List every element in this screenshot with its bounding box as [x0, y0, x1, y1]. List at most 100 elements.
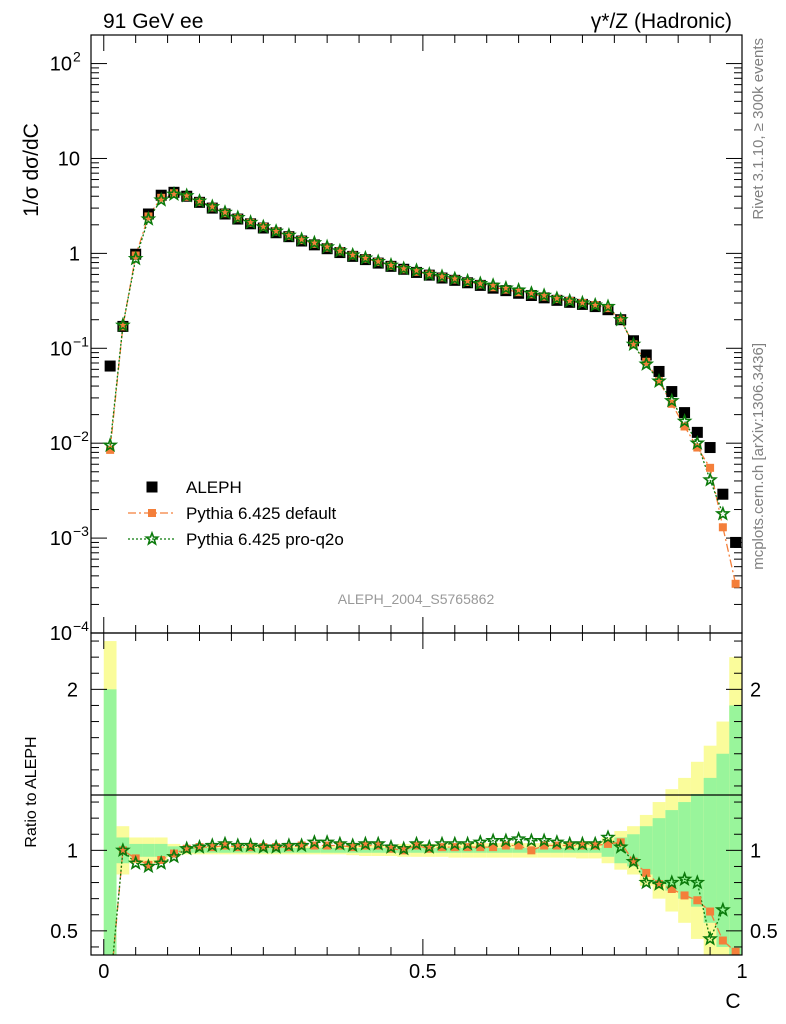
- band-inner: [142, 843, 155, 857]
- ratio-point-1: [169, 849, 178, 858]
- band-inner: [639, 826, 653, 875]
- ratio-point-2: [408, 835, 425, 851]
- band-inner: [218, 847, 232, 853]
- ratio-point-1: [731, 947, 740, 955]
- data-point-2: [229, 209, 246, 225]
- data-point-1: [706, 463, 715, 472]
- legend-marker: [148, 509, 156, 517]
- data-point-2: [115, 316, 131, 332]
- data-point-2: [574, 294, 591, 310]
- band-inner: [410, 847, 423, 853]
- band-inner: [154, 843, 168, 857]
- ratio-point-2: [714, 901, 731, 917]
- data-point-2: [319, 238, 336, 254]
- data-point-2: [497, 279, 514, 295]
- data-point-1: [246, 218, 255, 227]
- data-point-2: [485, 277, 501, 293]
- main-lines: [109, 192, 737, 584]
- ratio-point-1: [399, 846, 408, 855]
- ratio-marks: [115, 829, 740, 955]
- ratio-ytick-labels: 0.5 0.5 1 1 2 2: [50, 679, 778, 943]
- ratio-ytick-label: 0.5: [750, 921, 778, 943]
- xtick-labels: 0 0.5 1: [98, 961, 747, 983]
- data-point-2: [191, 192, 208, 208]
- band-inner: [512, 847, 525, 853]
- data-point-1: [182, 192, 191, 201]
- data-point-1: [169, 189, 178, 198]
- ratio-point-1: [693, 896, 702, 905]
- data-point-1: [157, 193, 166, 202]
- ratio-point-2: [485, 832, 501, 848]
- band-inner: [563, 847, 577, 853]
- data-point-2: [587, 296, 604, 312]
- data-point-1: [693, 443, 702, 452]
- data-point-1: [655, 377, 664, 386]
- main-ytick-exponent: −1: [73, 333, 89, 349]
- band-inner: [359, 847, 372, 853]
- data-point-0: [679, 407, 691, 419]
- ratio-point-1: [718, 936, 727, 945]
- band-inner: [716, 753, 730, 947]
- ratio-point-2: [549, 834, 565, 850]
- ratio-point-2: [587, 835, 604, 851]
- ratio-point-2: [689, 874, 706, 890]
- data-point-2: [702, 471, 718, 487]
- ratio-point-2: [625, 853, 642, 869]
- data-point-1: [323, 243, 332, 252]
- data-point-2: [344, 246, 361, 262]
- ratio-point-2: [255, 838, 272, 854]
- ratio-point-2: [332, 835, 348, 851]
- data-point-1: [476, 280, 485, 289]
- data-point-2: [536, 287, 553, 303]
- ratio-point-2: [153, 854, 170, 870]
- ratio-point-2: [293, 837, 310, 853]
- ratio-point-1: [642, 868, 651, 877]
- main-ytick-exponent: −3: [73, 523, 89, 539]
- ratio-point-2: [612, 838, 629, 854]
- header-left: 91 GeV ee: [103, 10, 203, 33]
- ratio-frame: [90, 632, 743, 956]
- legend-label: ALEPH: [186, 478, 242, 497]
- data-point-1: [310, 239, 319, 248]
- ratio-point-2: [459, 835, 476, 851]
- data-point-2: [651, 372, 667, 388]
- main-ytick-label: 1: [69, 243, 80, 265]
- data-point-1: [361, 254, 370, 263]
- ratio-point-1: [195, 843, 204, 852]
- data-point-2: [357, 249, 374, 265]
- ratio-point-1: [667, 884, 676, 893]
- xtick-label: 0.5: [409, 961, 437, 983]
- data-point-1: [412, 267, 421, 276]
- data-point-1: [718, 523, 727, 532]
- data-point-1: [221, 209, 230, 218]
- data-point-2: [510, 281, 527, 297]
- band-inner: [665, 810, 679, 891]
- main-ytick-label: 10: [50, 528, 72, 550]
- data-point-0: [640, 349, 652, 361]
- data-point-1: [463, 277, 472, 286]
- ratio-point-2: [600, 829, 616, 845]
- ratio-point-1: [272, 843, 281, 852]
- data-point-2: [332, 242, 348, 258]
- data-point-1: [629, 340, 638, 349]
- ratio-point-2: [536, 832, 553, 848]
- main-marks: [102, 185, 742, 588]
- ratio-panel: 0.5 0.51 12 2 0 0.5 1 Ratio to ALEPH C: [23, 632, 778, 1013]
- xtick-label: 1: [736, 961, 747, 983]
- ratio-point-2: [229, 837, 246, 853]
- band-inner: [537, 847, 551, 853]
- data-point-2: [714, 505, 731, 521]
- main-ytick-exponent: −4: [73, 618, 89, 634]
- data-point-1: [578, 299, 587, 308]
- data-point-1: [438, 273, 447, 282]
- data-point-2: [421, 266, 438, 282]
- analysis-label: ALEPH_2004_S5765862: [338, 591, 495, 607]
- legend: ALEPH Pythia 6.425 default Pythia 6.425 pr…: [128, 478, 344, 549]
- ratio-point-1: [297, 841, 306, 850]
- ratio-line-1: [112, 841, 737, 955]
- data-point-1: [399, 265, 408, 274]
- band-inner: [129, 843, 143, 857]
- ratio-point-1: [655, 880, 664, 889]
